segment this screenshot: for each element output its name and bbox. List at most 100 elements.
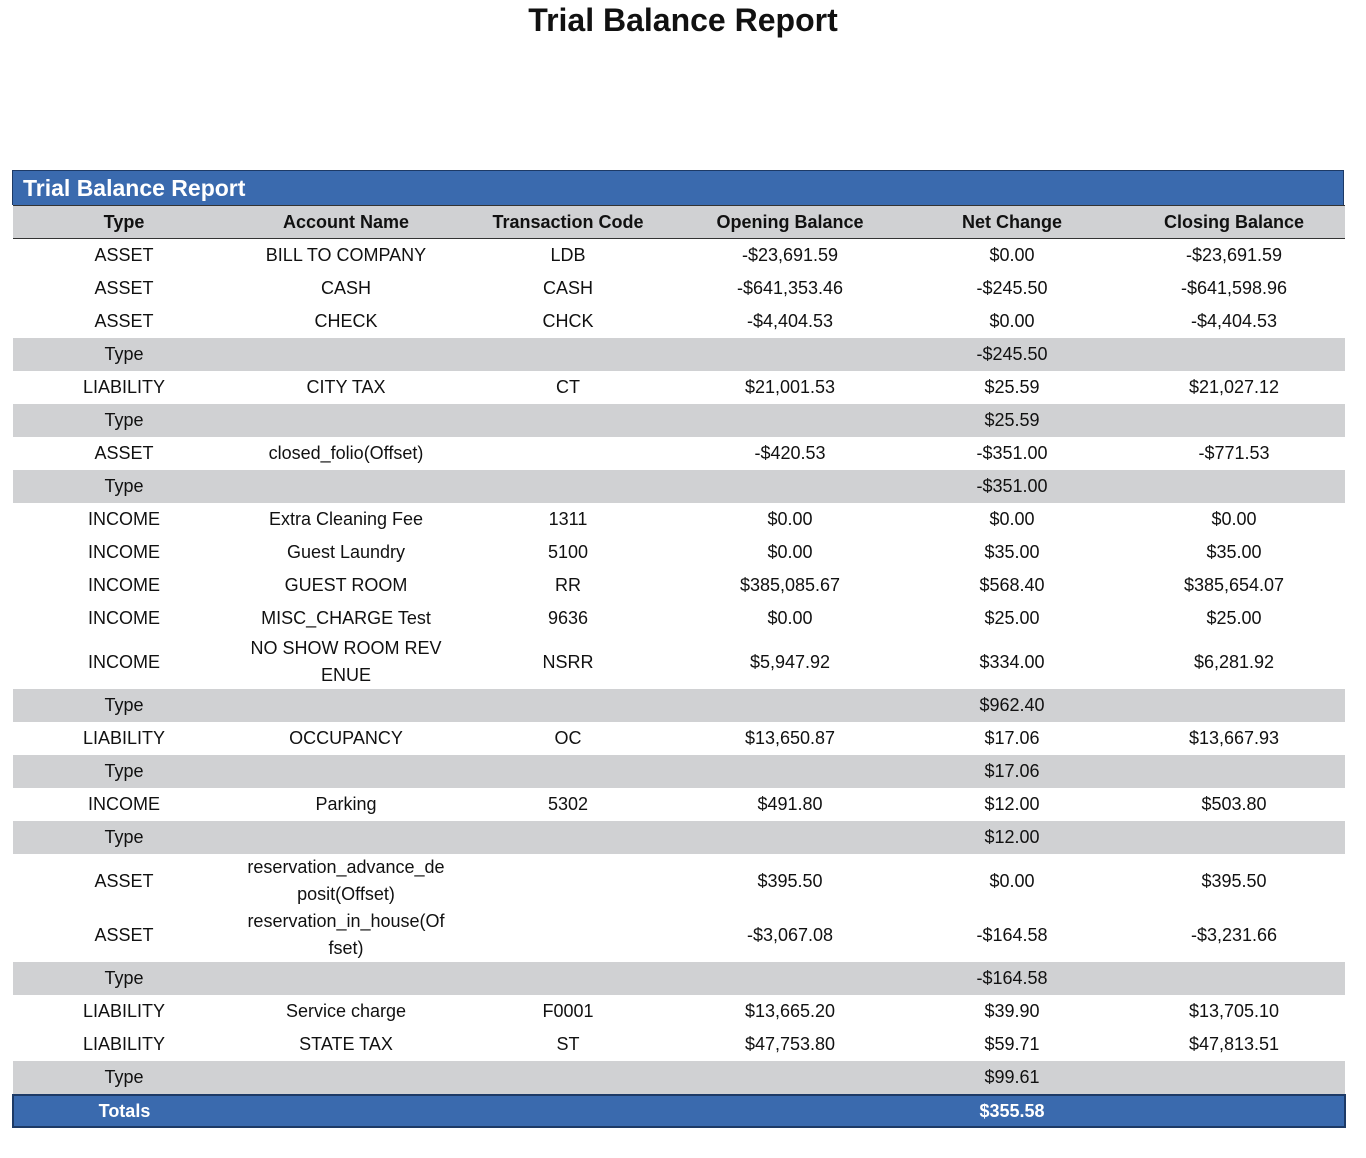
- cell-code: ST: [556, 1034, 580, 1054]
- cell-opening: $5,947.92: [749, 651, 831, 672]
- cell-closing: $25.00: [1206, 608, 1262, 628]
- cell-type: Type: [13, 821, 235, 854]
- report-title: Trial Balance Report: [12, 170, 1344, 205]
- cell-type: Type: [13, 338, 235, 371]
- cell-account: STATE TAX: [299, 1034, 393, 1054]
- cell-opening: [679, 821, 901, 854]
- account-row: INCOME Extra Cleaning Fee 1311 $0.00 $0.00 $0…: [13, 503, 1345, 536]
- header-row: Type Account Name Transaction Code Opening …: [13, 205, 1345, 239]
- cell-code: F0001: [542, 1001, 594, 1021]
- cell-net: -$351.00: [976, 443, 1048, 463]
- subtotal-row: Type -$245.50: [13, 338, 1345, 371]
- cell-closing: $13,667.93: [1188, 728, 1280, 748]
- cell-opening: $47,753.80: [744, 1034, 836, 1054]
- cell-net: $59.71: [984, 1034, 1040, 1054]
- account-row: INCOME Guest Laundry 5100 $0.00 $35.00 $35.00: [13, 536, 1345, 569]
- subtotal-row: Type -$164.58: [13, 962, 1345, 995]
- account-row: LIABILITY CITY TAX CT $21,001.53 $25.59 $21,0…: [13, 371, 1345, 404]
- cell-net: $334.00: [979, 651, 1045, 672]
- cell-account: reservation_in_house(Offset): [247, 911, 445, 958]
- cell-closing: -$641,598.96: [1180, 278, 1288, 298]
- cell-account: Guest Laundry: [286, 542, 406, 562]
- cell-net: $17.06: [901, 755, 1123, 788]
- cell-closing: -$23,691.59: [1185, 245, 1283, 265]
- cell-opening: [679, 962, 901, 995]
- cell-closing: $395.50: [1201, 870, 1267, 891]
- cell-opening: [679, 470, 901, 503]
- cell-account: [235, 755, 457, 788]
- cell-closing: $35.00: [1206, 542, 1262, 562]
- cell-opening: [679, 404, 901, 437]
- cell-code: RR: [555, 575, 581, 595]
- cell-closing: [1123, 689, 1345, 722]
- cell-code: [457, 755, 679, 788]
- cell-code: 5100: [547, 542, 589, 562]
- cell-account: BILL TO COMPANY: [265, 245, 427, 265]
- cell-code: [457, 689, 679, 722]
- cell-account: [235, 1061, 457, 1095]
- cell-type: Type: [13, 962, 235, 995]
- cell-closing: $21,027.12: [1188, 377, 1280, 397]
- column-header: Transaction Code: [457, 205, 679, 239]
- cell-net: -$164.58: [976, 924, 1048, 945]
- cell-opening: [679, 755, 901, 788]
- cell-closing: -$4,404.53: [1190, 311, 1278, 331]
- total-cell-opening: [679, 1094, 901, 1128]
- cell-account: CHECK: [314, 311, 378, 331]
- cell-code: [457, 854, 679, 908]
- cell-code: [457, 437, 679, 470]
- cell-type: INCOME: [88, 608, 160, 628]
- cell-opening: $13,650.87: [744, 728, 836, 748]
- cell-type: ASSET: [94, 311, 154, 331]
- cell-closing: [1123, 404, 1345, 437]
- column-header: Net Change: [901, 205, 1123, 239]
- cell-closing: [1123, 1061, 1345, 1095]
- account-row: ASSET CHECK CHCK -$4,404.53 $0.00 -$4,404.53: [13, 305, 1345, 338]
- account-row: ASSET CASH CASH -$641,353.46 -$245.50 -$641,5…: [13, 272, 1345, 305]
- totals-row: Totals $355.58: [12, 1094, 1346, 1128]
- cell-opening: -$420.53: [754, 443, 826, 463]
- cell-code: [457, 821, 679, 854]
- cell-net: -$351.00: [901, 470, 1123, 503]
- cell-type: LIABILITY: [82, 728, 166, 748]
- page-title: Trial Balance Report: [528, 2, 838, 38]
- cell-account: GUEST ROOM: [284, 575, 408, 595]
- cell-net: -$245.50: [901, 338, 1123, 371]
- cell-type: INCOME: [88, 794, 160, 814]
- account-row: INCOME NO SHOW ROOM REVENUE NSRR $5,947.92 $…: [13, 635, 1345, 689]
- cell-code: NSRR: [542, 651, 594, 672]
- cell-account: [235, 821, 457, 854]
- cell-account: [235, 962, 457, 995]
- cell-account: CASH: [320, 278, 371, 298]
- cell-opening: $0.00: [767, 608, 813, 628]
- cell-code: [457, 908, 679, 962]
- cell-account: Extra Cleaning Fee: [268, 509, 424, 529]
- account-row: LIABILITY OCCUPANCY OC $13,650.87 $17.06 $13,…: [13, 722, 1345, 755]
- cell-closing: -$3,231.66: [1190, 924, 1278, 945]
- cell-code: [457, 404, 679, 437]
- account-row: ASSET reservation_in_house(Offset) -$3,067…: [13, 908, 1345, 962]
- cell-opening: [679, 338, 901, 371]
- cell-code: CHCK: [542, 311, 594, 331]
- cell-closing: [1123, 962, 1345, 995]
- cell-closing: [1123, 821, 1345, 854]
- cell-type: Type: [13, 755, 235, 788]
- cell-opening: $385,085.67: [739, 575, 841, 595]
- cell-opening: $0.00: [767, 509, 813, 529]
- cell-type: Type: [13, 404, 235, 437]
- account-row: ASSET BILL TO COMPANY LDB -$23,691.59 $0.00 -…: [13, 239, 1345, 273]
- column-header: Closing Balance: [1123, 205, 1345, 239]
- cell-net: $12.00: [901, 821, 1123, 854]
- cell-code: CASH: [542, 278, 593, 298]
- cell-closing: $47,813.51: [1188, 1034, 1280, 1054]
- cell-code: [457, 962, 679, 995]
- cell-account: [235, 338, 457, 371]
- total-cell-code: [457, 1094, 679, 1128]
- cell-net: $35.00: [984, 542, 1040, 562]
- cell-account: Service charge: [285, 1001, 407, 1021]
- cell-net: $12.00: [984, 794, 1040, 814]
- cell-opening: -$4,404.53: [746, 311, 834, 331]
- cell-type: Type: [13, 689, 235, 722]
- cell-code: [457, 470, 679, 503]
